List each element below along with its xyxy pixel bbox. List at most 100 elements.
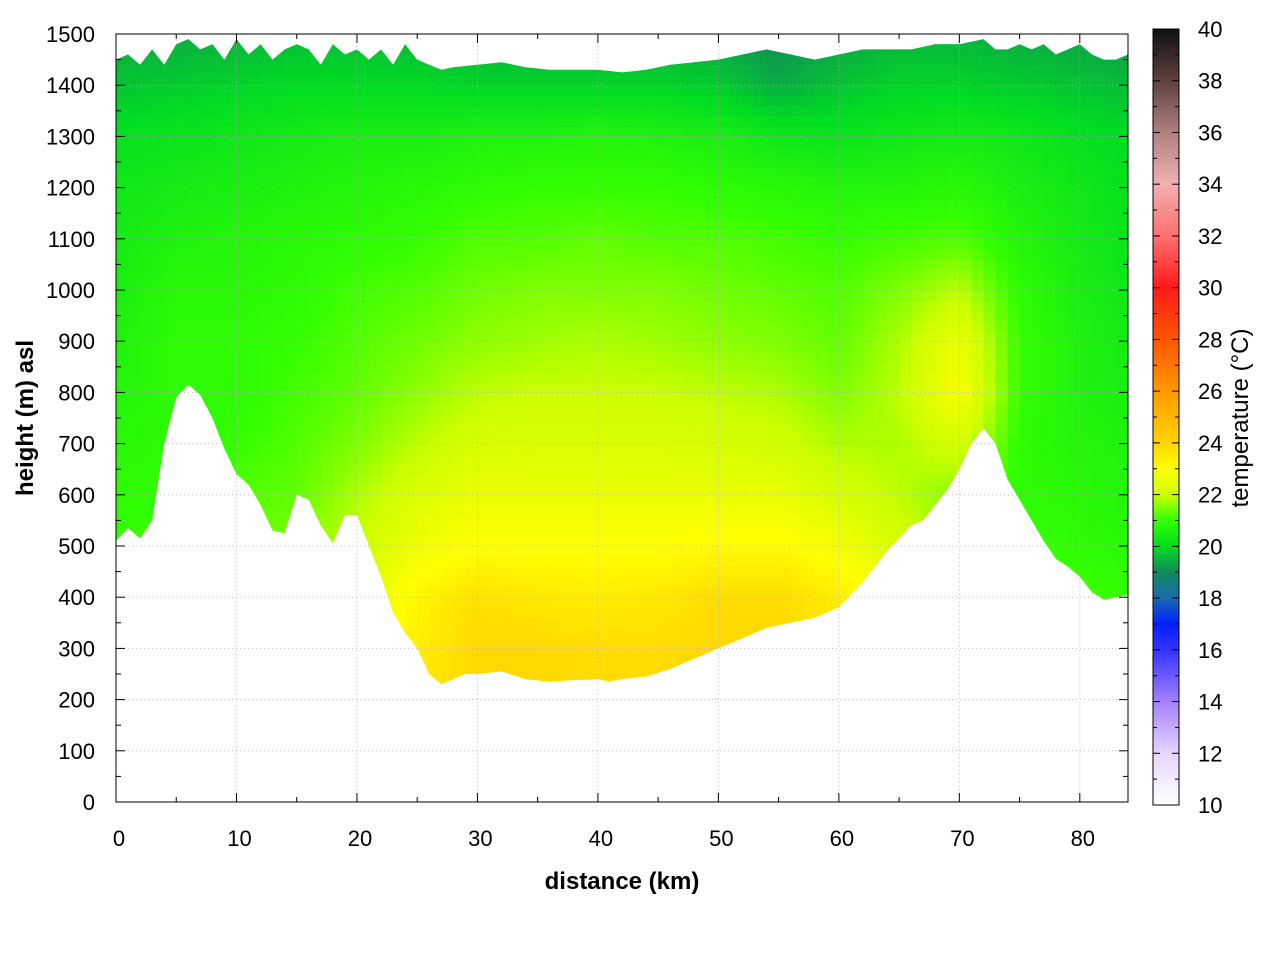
heatmap-cell: [802, 115, 816, 127]
heatmap-cell: [730, 412, 744, 424]
heatmap-cell: [947, 474, 960, 486]
heatmap-cell: [995, 341, 1009, 353]
heatmap-cell: [658, 556, 671, 568]
heatmap-cell: [694, 208, 707, 219]
heatmap-cell: [597, 208, 611, 219]
heatmap-cell: [549, 64, 563, 76]
heatmap-cell: [128, 177, 141, 189]
heatmap-cell: [850, 197, 864, 209]
heatmap-cell: [911, 648, 924, 660]
heatmap-cell: [995, 64, 1009, 76]
heatmap-cell: [128, 249, 141, 260]
heatmap-cell: [706, 453, 719, 465]
heatmap-cell: [200, 371, 213, 383]
heatmap-cell: [754, 320, 768, 332]
heatmap-cell: [682, 156, 695, 168]
heatmap-cell: [152, 136, 165, 148]
heatmap-cell: [200, 351, 213, 363]
heatmap-cell: [308, 607, 322, 619]
heatmap-cell: [706, 95, 719, 107]
heatmap-cell: [754, 371, 768, 383]
heatmap-cell: [164, 300, 177, 312]
heatmap-cell: [140, 494, 153, 506]
heatmap-cell: [935, 320, 948, 332]
heatmap-cell: [682, 443, 695, 455]
heatmap-cell: [573, 443, 587, 455]
heatmap-cell: [995, 689, 1008, 700]
heatmap-cell: [694, 443, 707, 455]
heatmap-cell: [766, 658, 780, 670]
heatmap-cell: [706, 535, 719, 547]
heatmap-cell: [525, 187, 539, 199]
heatmap-cell: [549, 167, 563, 178]
heatmap-cell: [332, 423, 346, 434]
heatmap-cell: [911, 412, 924, 424]
heatmap-cell: [188, 597, 201, 609]
heatmap-cell: [200, 95, 213, 107]
heatmap-cell: [212, 115, 226, 127]
heatmap-cell: [356, 423, 370, 434]
heatmap-cell: [585, 546, 599, 557]
heatmap-cell: [176, 607, 189, 619]
heatmap-cell: [850, 269, 864, 281]
heatmap-cell: [308, 126, 322, 137]
heatmap-cell: [381, 238, 394, 250]
heatmap-cell: [730, 648, 744, 660]
heatmap-cell: [441, 556, 454, 568]
heatmap-cell: [465, 54, 479, 66]
heatmap-cell: [405, 535, 418, 547]
heatmap-cell: [296, 330, 310, 342]
heatmap-cell: [116, 320, 129, 332]
heatmap-cell: [694, 330, 707, 342]
heatmap-cell: [694, 74, 707, 86]
heatmap-cell: [1007, 638, 1021, 649]
heatmap-cell: [826, 146, 840, 158]
heatmap-cell: [369, 607, 382, 619]
heatmap-cell: [1031, 197, 1045, 209]
heatmap-cell: [164, 177, 177, 189]
heatmap-cell: [899, 351, 912, 363]
heatmap-cell: [429, 586, 442, 598]
heatmap-cell: [489, 361, 503, 373]
heatmap-cell: [320, 54, 334, 66]
heatmap-cell: [417, 556, 430, 568]
heatmap-cell: [1031, 617, 1045, 629]
heatmap-cell: [405, 197, 418, 209]
heatmap-cell: [405, 136, 418, 148]
heatmap-cell: [116, 208, 129, 219]
heatmap-cell: [754, 392, 768, 404]
heatmap-cell: [369, 423, 382, 434]
heatmap-cell: [369, 341, 382, 353]
heatmap-cell: [1031, 474, 1045, 486]
heatmap-cell: [260, 85, 274, 97]
heatmap-cell: [923, 535, 936, 547]
heatmap-cell: [212, 197, 226, 209]
heatmap-cell: [585, 617, 599, 629]
heatmap-cell: [284, 668, 298, 680]
heatmap-cell: [609, 361, 623, 373]
heatmap-cell: [128, 402, 141, 414]
heatmap-cell: [248, 64, 262, 76]
heatmap-cell: [525, 126, 539, 137]
heatmap-cell: [176, 269, 189, 281]
heatmap-cell: [814, 515, 828, 527]
heatmap-cell: [802, 136, 816, 148]
heatmap-cell: [477, 341, 491, 353]
heatmap-cell: [441, 484, 454, 496]
heatmap-cell: [682, 638, 695, 649]
heatmap-cell: [489, 269, 503, 281]
heatmap-cell: [272, 617, 286, 629]
heatmap-cell: [248, 556, 262, 568]
heatmap-cell: [489, 443, 503, 455]
heatmap-cell: [284, 115, 298, 127]
heatmap-cell: [875, 310, 888, 322]
heatmap-cell: [513, 607, 527, 619]
heatmap-cell: [802, 515, 816, 527]
heatmap-cell: [742, 146, 756, 158]
heatmap-cell: [1031, 382, 1045, 393]
heatmap-cell: [236, 484, 250, 496]
heatmap-cell: [429, 269, 442, 281]
heatmap-cell: [862, 156, 876, 168]
heatmap-cell: [465, 648, 479, 660]
heatmap-cell: [320, 392, 334, 404]
